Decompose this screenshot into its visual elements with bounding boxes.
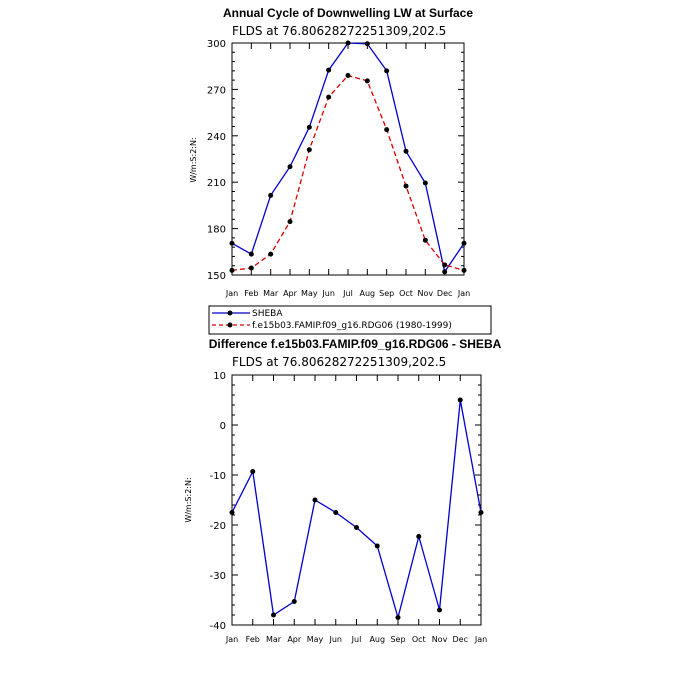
data-point [403, 148, 409, 154]
x-tick-label: Apr [283, 289, 298, 298]
data-point [287, 219, 293, 225]
y-tick-label: 180 [207, 225, 226, 236]
x-tick-label: Jun [329, 635, 343, 644]
data-point [229, 240, 235, 246]
annual-cycle-chart: Annual Cycle of Downwelling LW at Surfac… [189, 6, 473, 298]
data-point [461, 267, 467, 273]
data-point [422, 180, 428, 186]
legend: SHEBA f.e15b03.FAMIP.f09_g16.RDG06 (1980… [208, 305, 492, 335]
x-tick-label: Aug [369, 635, 385, 644]
x-tick-label: Jan [457, 289, 470, 298]
y-tick-label: -40 [210, 621, 226, 632]
y-tick-label: 240 [207, 132, 226, 143]
x-tick-label: Sep [379, 289, 394, 298]
y-tick-label: 270 [207, 85, 226, 96]
y-tick-label: 210 [207, 178, 226, 189]
legend-marker-sheba [227, 310, 233, 316]
y-axis-label: W/m:S:2:N: [184, 477, 193, 522]
data-point [384, 68, 390, 74]
y-tick-label: -10 [210, 471, 226, 482]
y-tick-label: -30 [210, 571, 226, 582]
data-point [333, 510, 339, 515]
data-point [416, 534, 422, 539]
x-tick-label: Feb [246, 635, 260, 644]
x-tick-label: Oct [412, 635, 426, 644]
legend-label-model: f.e15b03.FAMIP.f09_g16.RDG06 (1980-1999) [252, 321, 452, 331]
data-point [422, 237, 428, 243]
data-point [312, 497, 318, 503]
chart-subtitle: FLDS at 76.80628272251309,202.5 [232, 24, 446, 38]
x-tick-label: Jan [225, 635, 238, 644]
legend-box [208, 305, 492, 335]
data-point [268, 192, 274, 198]
data-point [291, 599, 297, 604]
data-point [354, 525, 359, 530]
data-point [229, 510, 235, 515]
series-line-1 [231, 74, 465, 272]
x-tick-label: Feb [244, 289, 258, 298]
x-tick-label: May [301, 289, 318, 298]
x-tick-label: Apr [287, 635, 302, 644]
x-tick-label: Nov [432, 635, 448, 644]
chart-title: Annual Cycle of Downwelling LW at Surfac… [223, 6, 473, 20]
x-tick-label: Nov [418, 289, 434, 298]
data-point [326, 67, 332, 73]
x-tick-label: Jul [342, 289, 353, 298]
data-point [461, 240, 467, 246]
data-point [345, 72, 351, 78]
y-tick-label: 150 [207, 271, 226, 282]
x-tick-label: Dec [437, 289, 452, 298]
difference-chart: Difference f.e15b03.FAMIP.f09_g16.RDG06 … [184, 337, 502, 644]
data-point [271, 612, 276, 618]
data-point [268, 251, 274, 257]
data-point [364, 78, 370, 84]
series-line-0 [231, 399, 482, 620]
data-point [248, 251, 254, 257]
data-point [437, 607, 442, 613]
chart-subtitle: FLDS at 76.80628272251309,202.5 [232, 355, 446, 369]
x-tick-label: Jul [351, 635, 362, 644]
data-point [442, 262, 448, 268]
x-tick-label: Mar [263, 289, 279, 298]
y-axis-label: W/m:S:2:N: [189, 137, 198, 182]
data-point [229, 267, 235, 273]
data-point [306, 147, 312, 153]
x-tick-label: Dec [453, 635, 468, 644]
x-tick-label: Jan [225, 289, 238, 298]
x-tick-label: Sep [390, 635, 405, 644]
legend-label-sheba: SHEBA [252, 309, 283, 319]
x-tick-label: Mar [266, 635, 282, 644]
x-tick-label: Aug [360, 289, 376, 298]
data-point [306, 124, 312, 130]
y-tick-label: -20 [210, 521, 226, 532]
x-tick-label: Oct [399, 289, 413, 298]
x-tick-label: Jan [474, 635, 487, 644]
data-point [364, 41, 370, 47]
data-point [326, 94, 332, 100]
data-point [395, 615, 401, 620]
data-point [248, 265, 254, 271]
data-point [384, 127, 390, 133]
chart-title: Difference f.e15b03.FAMIP.f09_g16.RDG06 … [209, 337, 502, 351]
data-point [287, 164, 293, 170]
data-point [457, 397, 463, 403]
data-point [403, 183, 409, 189]
data-point [478, 510, 484, 515]
y-tick-label: 300 [207, 39, 226, 50]
x-tick-label: May [307, 635, 324, 644]
data-point [345, 40, 351, 46]
data-point [442, 269, 448, 275]
y-tick-label: 10 [213, 371, 226, 382]
data-point [374, 543, 380, 549]
legend-marker-model [227, 322, 233, 328]
x-tick-label: Jun [321, 289, 335, 298]
y-tick-label: 0 [220, 421, 226, 432]
data-point [250, 469, 256, 474]
